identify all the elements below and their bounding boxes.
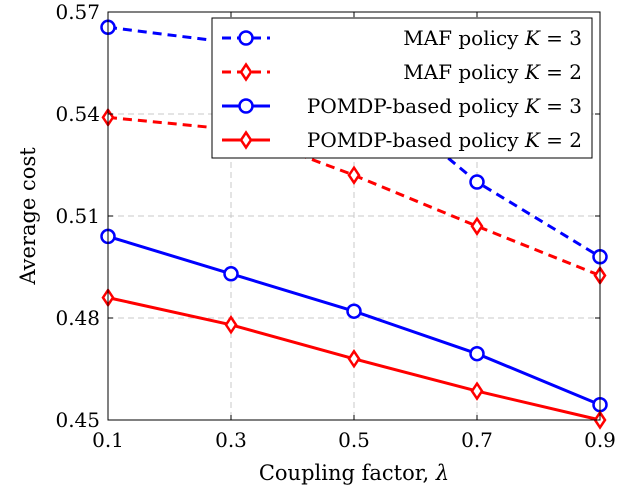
- legend-item: MAF policy K = 2: [222, 60, 582, 84]
- x-tick-label: 0.7: [461, 428, 493, 452]
- legend-marker: [239, 62, 253, 82]
- y-tick-label: 0.45: [55, 408, 100, 432]
- data-point: [347, 165, 361, 185]
- data-point: [470, 381, 484, 401]
- data-point: [224, 315, 238, 335]
- legend-marker: [238, 30, 254, 46]
- data-point: [469, 174, 485, 190]
- series-line: [107, 115, 601, 277]
- data-point: [470, 216, 484, 236]
- x-axis-label: Coupling factor, λ: [259, 461, 449, 485]
- data-point: [346, 303, 362, 319]
- data-point: [347, 349, 361, 369]
- legend-label: POMDP-based policy K = 3: [307, 94, 582, 118]
- x-tick-label: 0.1: [92, 428, 124, 452]
- y-tick-label: 0.48: [55, 306, 100, 330]
- legend-box: [211, 17, 593, 159]
- legend-label: POMDP-based policy K = 2: [307, 128, 582, 152]
- y-tick-label: 0.54: [55, 102, 100, 126]
- legend-marker: [239, 130, 253, 150]
- data-point: [223, 266, 239, 282]
- legend-label: MAF policy K = 3: [403, 26, 582, 50]
- x-tick-label: 0.5: [338, 428, 370, 452]
- legend-label: MAF policy K = 2: [403, 60, 582, 84]
- y-axis-label: Average cost: [16, 147, 40, 286]
- legend: MAF policy K = 3 MAF policy K = 2 POMDP-ba…: [211, 17, 593, 159]
- legend-item: POMDP-based policy K = 2: [222, 128, 582, 152]
- y-tick-label: 0.51: [55, 204, 100, 228]
- series-line: [107, 234, 601, 407]
- y-tick-label: 0.57: [55, 0, 100, 24]
- x-tick-label: 0.3: [215, 428, 247, 452]
- legend-item: MAF policy K = 3: [222, 26, 582, 50]
- legend-item: POMDP-based policy K = 3: [222, 94, 582, 118]
- series-3: [101, 287, 607, 430]
- data-point: [469, 345, 485, 362]
- axis-ticks: 0.1 0.3 0.5 0.7 0.9 0.45 0.48 0.51 0.54 0.57: [55, 0, 615, 452]
- x-tick-label: 0.9: [584, 428, 616, 452]
- legend-marker: [238, 98, 254, 114]
- series-line: [107, 25, 601, 259]
